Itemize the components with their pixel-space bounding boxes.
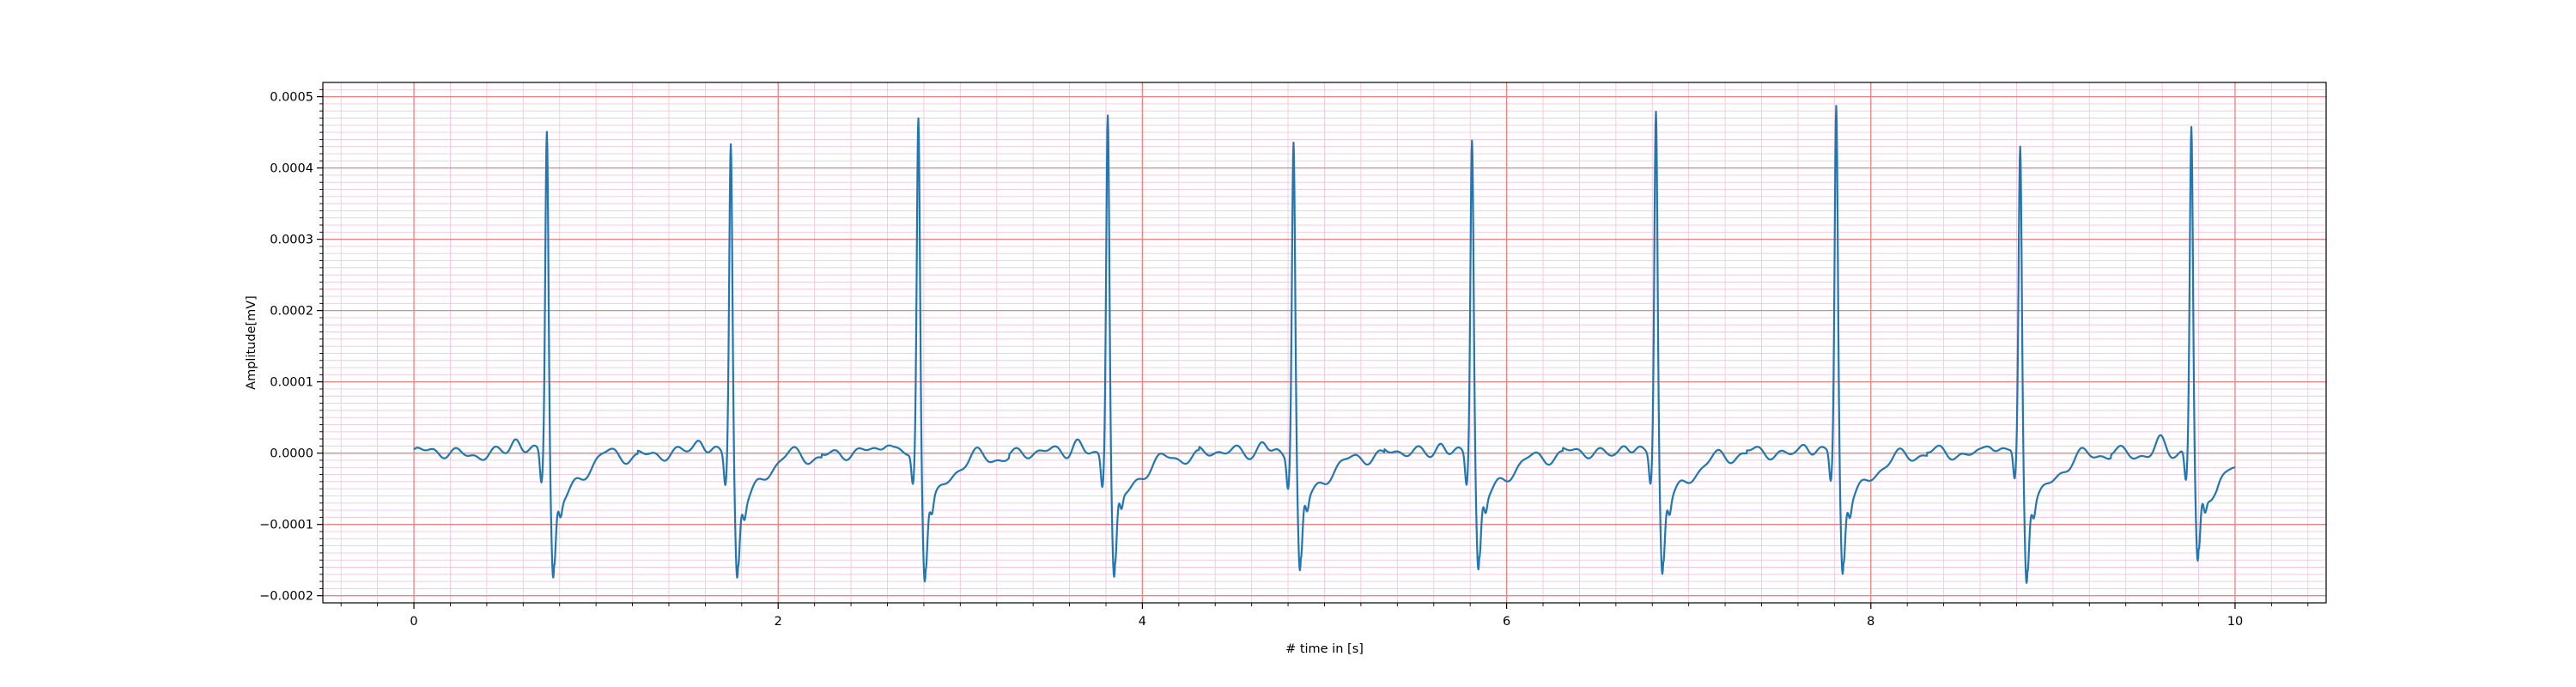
- y-tick-label: 0.0004: [270, 162, 313, 176]
- y-tick-label: 0.0005: [270, 91, 313, 105]
- x-tick-label: 2: [775, 615, 782, 629]
- y-tick-label: 0.0000: [270, 447, 313, 461]
- y-axis-ticks: −0.0002 −0.0001 0.0000 0.0001 0.0002 0.0003 0.…: [259, 89, 323, 603]
- x-tick-label: 10: [2227, 615, 2243, 629]
- x-tick-label: 4: [1139, 615, 1146, 629]
- y-axis-label: Amplitude[mV]: [245, 295, 258, 390]
- y-tick-label: 0.0003: [270, 234, 313, 247]
- x-axis-label: # time in [s]: [1285, 642, 1364, 656]
- x-tick-label: 0: [410, 615, 417, 629]
- x-axis-ticks: 0 2 4 6 8 10: [341, 603, 2308, 629]
- y-tick-label: 0.0002: [270, 305, 313, 319]
- y-tick-label: −0.0001: [259, 519, 313, 532]
- x-tick-label: 8: [1867, 615, 1874, 629]
- y-tick-label: −0.0002: [259, 590, 313, 604]
- y-tick-label: 0.0001: [270, 376, 313, 390]
- x-tick-label: 6: [1503, 615, 1510, 629]
